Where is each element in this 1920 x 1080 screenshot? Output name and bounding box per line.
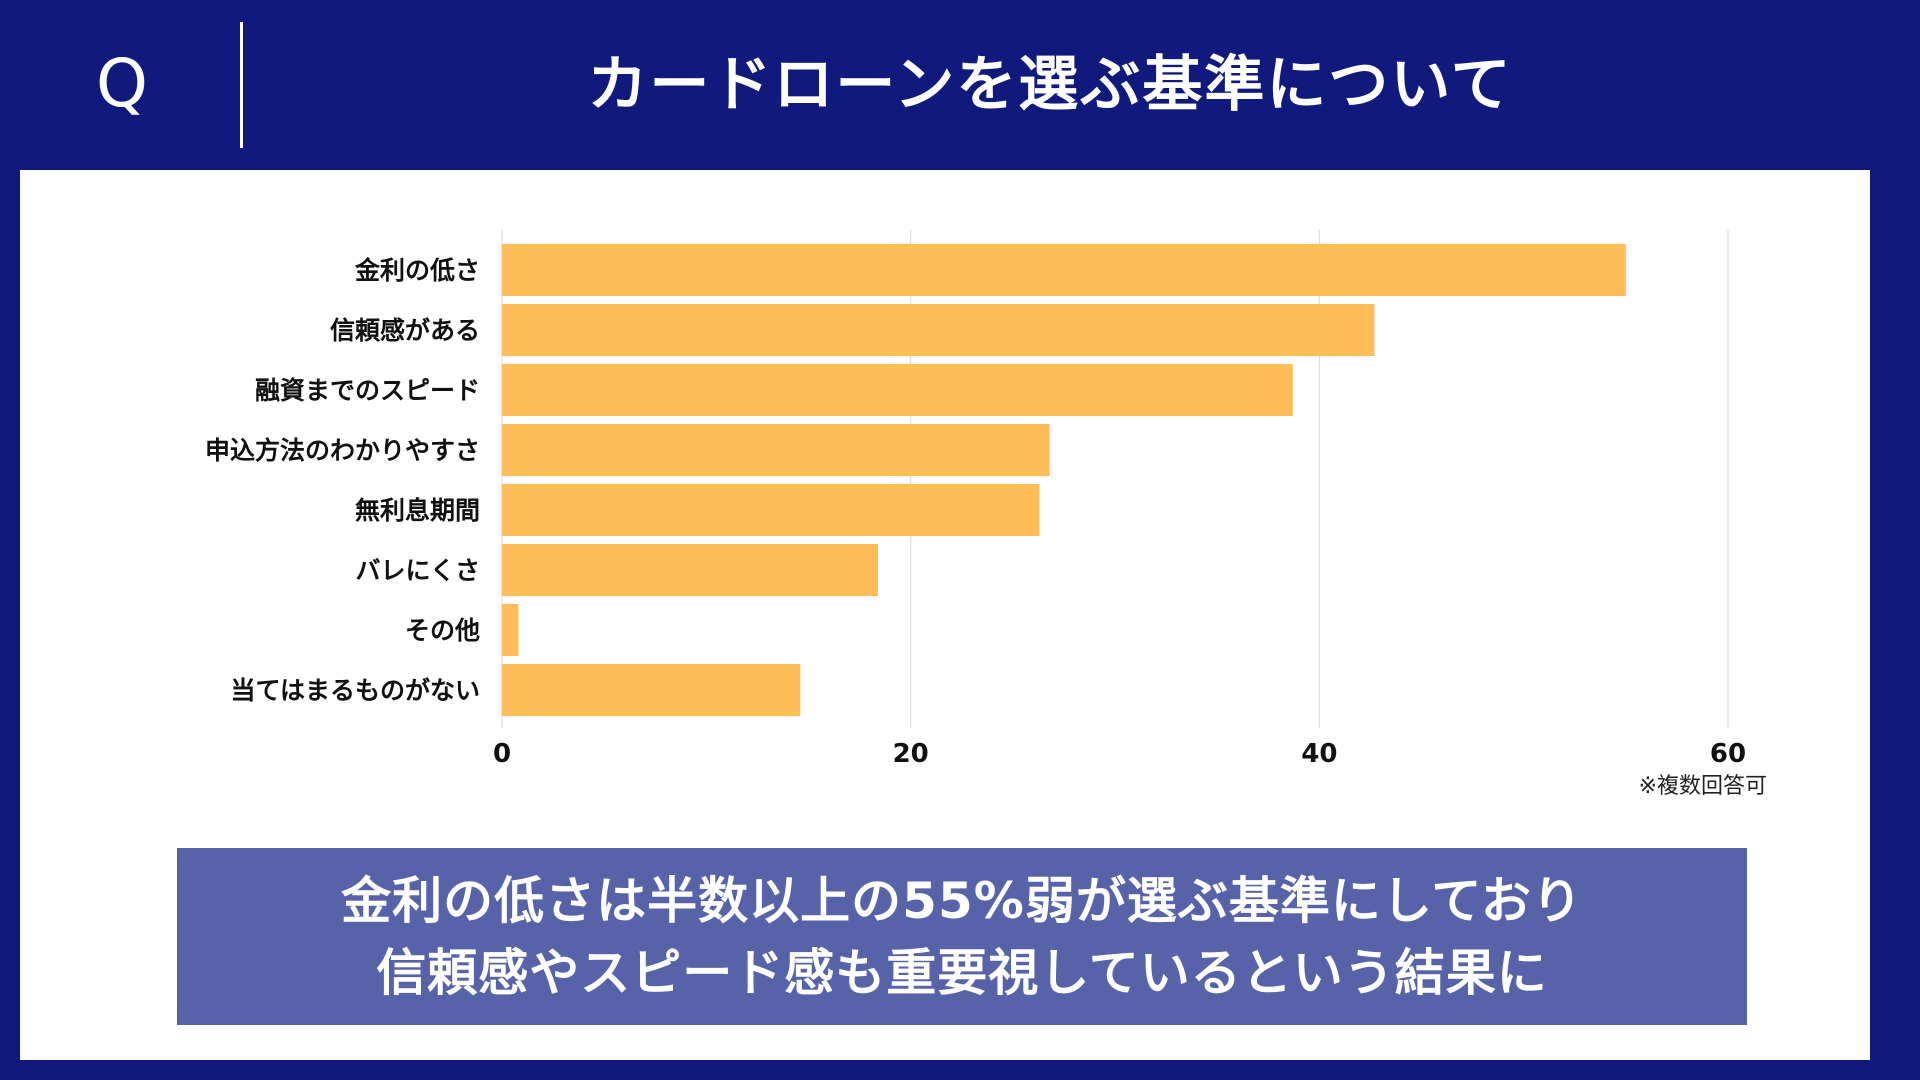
header-divider <box>240 22 243 148</box>
tick-label-layer: 0 20 40 60 <box>493 739 1746 769</box>
chart-panel: 金利の低さ信頼感がある融資までのスピード申込方法のわかりやすさ無利息期間バレにく… <box>20 170 1870 1060</box>
x-tick-label-1: 20 <box>893 739 929 769</box>
summary-box: 金利の低さは半数以上の55%弱が選ぶ基準にしており 信頼感やスピード感も重要視し… <box>177 848 1747 1025</box>
bar-0 <box>502 244 1626 296</box>
bar-2 <box>502 364 1293 416</box>
bar-6 <box>502 604 519 656</box>
category-label-7: 当てはまるものがない <box>230 676 480 705</box>
x-tick-label-0: 0 <box>493 739 511 769</box>
question-label: Q <box>96 45 148 122</box>
category-label-5: バレにくさ <box>355 556 480 585</box>
category-label-4: 無利息期間 <box>355 496 480 525</box>
header: Q カードローンを選ぶ基準について <box>0 0 1920 170</box>
x-tick-label-3: 60 <box>1710 739 1746 769</box>
category-label-6: その他 <box>405 616 480 645</box>
category-label-1: 信頼感がある <box>330 316 480 345</box>
summary-line-1: 金利の低さは半数以上の55%弱が選ぶ基準にしており <box>341 871 1583 930</box>
bar-5 <box>502 544 878 596</box>
bar-layer <box>502 244 1626 716</box>
summary-line-2: 信頼感やスピード感も重要視しているという結果に <box>376 943 1548 1002</box>
category-label-0: 金利の低さ <box>354 256 480 285</box>
bar-3 <box>502 424 1050 476</box>
category-label-3: 申込方法のわかりやすさ <box>205 436 480 465</box>
multiple-answer-note: ※複数回答可 <box>1638 774 1767 799</box>
bar-7 <box>502 664 801 716</box>
category-label-2: 融資までのスピード <box>255 376 480 405</box>
bar-4 <box>502 484 1040 536</box>
bar-chart: 金利の低さ信頼感がある融資までのスピード申込方法のわかりやすさ無利息期間バレにく… <box>205 230 1746 769</box>
category-label-layer: 金利の低さ信頼感がある融資までのスピード申込方法のわかりやすさ無利息期間バレにく… <box>205 256 480 705</box>
bar-1 <box>502 304 1375 356</box>
x-tick-label-2: 40 <box>1301 739 1337 769</box>
page-title: カードローンを選ぶ基準について <box>587 50 1513 120</box>
